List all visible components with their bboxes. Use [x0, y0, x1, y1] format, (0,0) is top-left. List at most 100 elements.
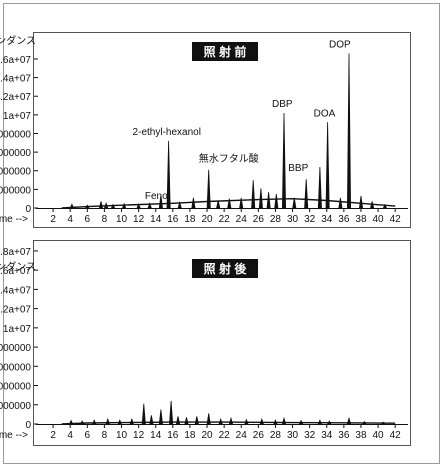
- chromatogram-peak: [346, 53, 352, 209]
- chromatogram-peak: [239, 197, 244, 209]
- x-tick-label: 40: [373, 214, 385, 225]
- x-tick-label: 26: [253, 430, 265, 441]
- chromatogram-peak: [121, 202, 127, 209]
- chart-title-box: 照 射 後: [192, 259, 258, 278]
- peak-label: DOA: [314, 108, 336, 119]
- chromatogram-peak: [103, 202, 109, 209]
- chromatogram-peak: [273, 419, 278, 425]
- chromatogram-peak: [304, 179, 309, 209]
- chromatogram-peak: [169, 400, 174, 425]
- chromatogram-peak: [141, 403, 146, 425]
- x-tick-label: 42: [390, 214, 402, 225]
- x-tick-label: 20: [201, 430, 213, 441]
- x-tick-label: 28: [270, 214, 282, 225]
- x-tick-label: 10: [116, 430, 128, 441]
- x-tick-label: 20: [201, 214, 213, 225]
- peak-label: 無水フタル酸: [199, 152, 259, 165]
- chromatogram-peak: [105, 417, 110, 425]
- x-tick-label: 4: [67, 430, 73, 441]
- chromatogram-peak: [184, 417, 189, 425]
- chromatogram-peak: [191, 197, 196, 209]
- chromatogram-peak: [69, 203, 75, 209]
- chromatogram-peak: [281, 112, 287, 209]
- chromatogram-peak: [216, 200, 221, 209]
- x-tick-label: 10: [116, 214, 128, 225]
- chart-panel-before-irradiation: 2 4 6 8 10 12 14 16 18 20 22 24 26 28 30 32 34 36 38 40 42 F…: [33, 32, 411, 228]
- chromatogram-peak: [194, 416, 199, 425]
- chromatogram-peak: [380, 421, 386, 425]
- x-tick-label: 22: [219, 430, 231, 441]
- chromatogram-peak: [292, 197, 297, 209]
- peak-label: Fenol: [145, 191, 170, 202]
- chromatogram-peak: [358, 195, 364, 209]
- chart-before-irradiation: 2 4 6 8 10 12 14 16 18 20 22 24 26 28 30 32 34 36 38 40 42 F…: [34, 39, 408, 225]
- x-tick-label: 6: [85, 430, 91, 441]
- x-tick-label: 2: [50, 214, 56, 225]
- chart-after-irradiation: 2 4 6 8 10 12 14 16 18 20 22 24 26 28 30 32 34 36 38 40 42 照…: [34, 250, 408, 441]
- chromatogram-peak: [259, 417, 264, 425]
- chromatogram-peak: [325, 122, 330, 209]
- x-tick-label: 28: [270, 430, 282, 441]
- chromatogram-peak: [369, 201, 375, 209]
- x-tick-label: 18: [184, 430, 196, 441]
- x-tick-label: 34: [321, 430, 333, 441]
- chromatogram-peak: [166, 140, 171, 209]
- x-tick-label: 38: [355, 214, 367, 225]
- chromatogram-peak: [317, 419, 323, 425]
- chromatogram-peak: [79, 420, 85, 425]
- x-tick-label: 8: [102, 430, 108, 441]
- axis-layer: 2 4 6 8 10 12 14 16 18 20 22 24 26 28 30 32 34 36 38 40 42: [34, 58, 408, 225]
- x-tick-label: 34: [321, 214, 333, 225]
- peak-layer: [61, 53, 396, 209]
- x-tick-label: 36: [338, 214, 350, 225]
- x-tick-label: 32: [304, 430, 316, 441]
- chromatogram-peak: [281, 416, 287, 425]
- chromatogram-peak: [346, 416, 352, 425]
- x-tick-label: 18: [184, 214, 196, 225]
- x-tick-label: 22: [219, 214, 231, 225]
- x-tick-label: 42: [390, 430, 402, 441]
- x-tick-label: 14: [150, 214, 162, 225]
- annotation-layer: Fenol 2-ethyl-hexanol 無水フタル酸 DBP BBP DOA DOP: [133, 39, 351, 202]
- chromatogram-peak: [266, 192, 271, 209]
- chromatogram-peak: [158, 409, 163, 425]
- x-tick-label: 36: [338, 430, 350, 441]
- peak-label: 2-ethyl-hexanol: [133, 127, 201, 138]
- peak-label: DOP: [329, 39, 351, 50]
- peak-label: DBP: [272, 99, 293, 110]
- chromatogram-peak: [218, 417, 223, 425]
- chromatogram-peak: [175, 416, 181, 425]
- chromatogram-baseline: [61, 421, 396, 425]
- chromatogram-peak: [251, 180, 256, 209]
- chromatogram-peak: [206, 413, 211, 425]
- chromatogram-peak: [206, 169, 211, 209]
- chromatogram-peak: [362, 420, 367, 425]
- chromatogram-baseline: [61, 197, 396, 209]
- chromatogram-peak: [158, 194, 163, 209]
- x-tick-label: 8: [102, 214, 108, 225]
- x-tick-label: 24: [236, 214, 248, 225]
- x-tick-label: 24: [236, 430, 248, 441]
- chromatogram-peak: [298, 419, 304, 425]
- chromatogram-peak: [228, 416, 234, 425]
- x-tick-label: 4: [67, 214, 73, 225]
- chromatogram-peak: [85, 204, 90, 209]
- chromatogram-peak: [149, 415, 154, 425]
- x-tick-label: 26: [253, 214, 265, 225]
- chart-title-box: 照 射 前: [192, 42, 258, 61]
- peak-label: BBP: [288, 163, 308, 174]
- chromatogram-peak: [382, 203, 388, 209]
- chromatogram-peak: [274, 193, 279, 209]
- x-tick-label: 16: [167, 430, 179, 441]
- chart-title: 照 射 前: [204, 44, 247, 59]
- x-tick-label: 12: [133, 214, 145, 225]
- x-tick-label: 30: [287, 430, 299, 441]
- chromatogram-peak: [317, 166, 322, 209]
- chart-panel-after-irradiation: 2 4 6 8 10 12 14 16 18 20 22 24 26 28 30 32 34 36 38 40 42 照…: [33, 240, 411, 446]
- chromatogram-peak: [136, 203, 141, 209]
- x-tick-label: 6: [85, 214, 91, 225]
- x-tick-label: 2: [50, 430, 56, 441]
- chromatogram-peak: [98, 201, 104, 209]
- chromatogram-peak: [177, 200, 182, 209]
- x-tick-label: 40: [373, 430, 385, 441]
